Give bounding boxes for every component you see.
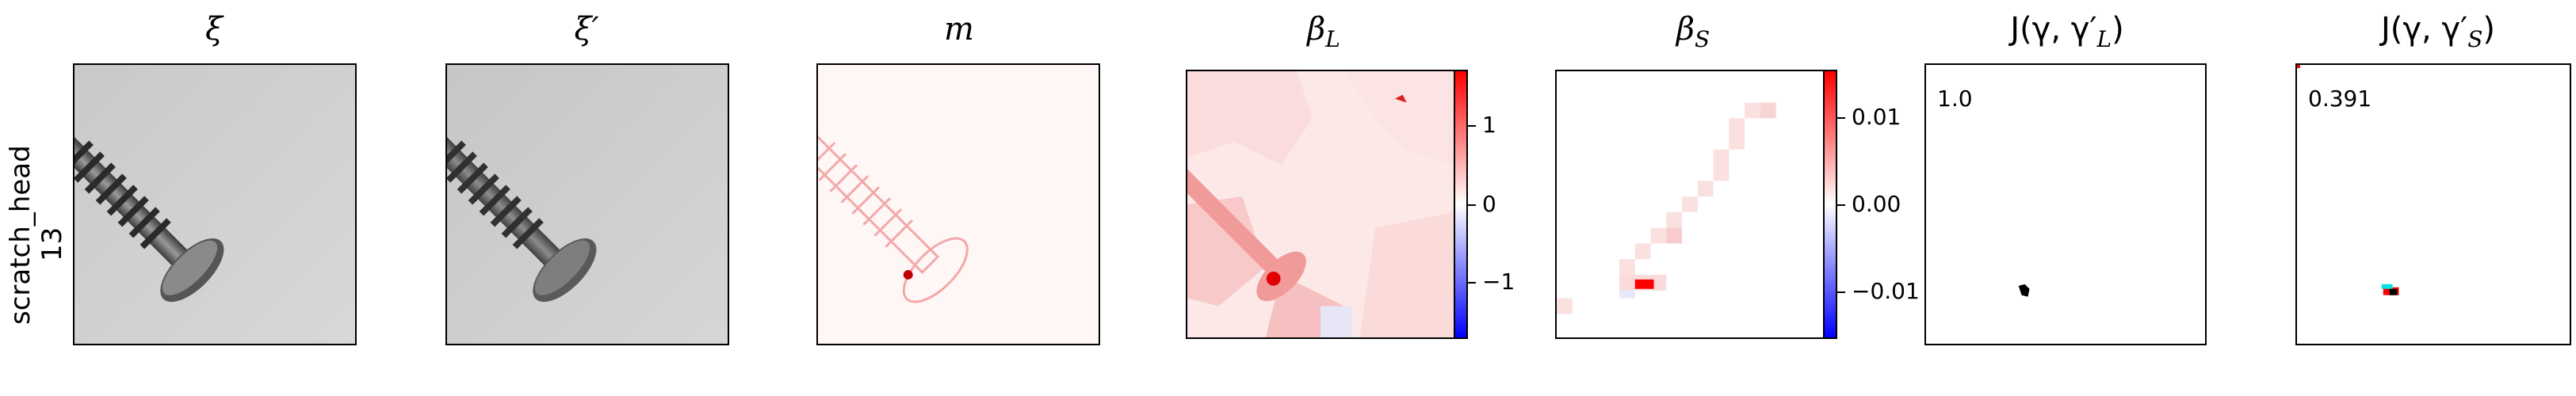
panel-title-beta-l: βL [1189,11,1458,52]
panel-title-beta-s-sub: S [1694,26,1710,52]
panel-title-jaccard-s-sub: S [2467,26,2483,52]
screw-counterfactual-image [447,65,728,344]
beta-s-colorbar [1823,70,1837,339]
panel-title-jaccard-l: J(γ, γ′L) [1924,11,2210,52]
beta-s-tick-pos [1837,117,1845,119]
beta-s-tick-label-neg: −0.01 [1852,278,1920,304]
panel-title-jaccard-l-sub: L [2096,26,2112,52]
screw-image [75,65,355,344]
jaccard-s-value: 0.391 [2308,86,2372,112]
panel-title-jaccard-s: J(γ, γ′S) [2295,11,2576,52]
panel-title-xi-text: ξ [204,11,224,48]
mask-panel [816,63,1100,345]
counterfactual-image-panel [445,63,729,345]
beta-l-tick-label-1: 1 [1482,112,1496,138]
panel-title-jaccard-l-suffix: ) [2112,11,2124,48]
beta-s-tick-label-zero: 0.00 [1852,191,1901,217]
beta-s-heatmap [1557,71,1823,337]
panel-title-jaccard-s-text: J(γ, γ′ [2380,11,2468,48]
beta-l-colorbar [1454,70,1468,339]
jaccard-s-overlay [2297,65,2570,344]
panel-title-m: m [816,11,1102,48]
panel-title-beta-l-sub: L [1325,26,1340,52]
difference-mask-image [818,65,1099,344]
beta-l-tick-label-neg1: −1 [1482,268,1515,295]
panel-title-beta-s-text: β [1676,11,1695,48]
panel-title-beta-s: βS [1558,11,1828,52]
panel-title-xi-prime-text: ξ′ [574,11,599,48]
beta-l-tick-1 [1468,125,1476,127]
panel-title-jaccard-l-text: J(γ, γ′ [2010,11,2097,48]
panel-title-xi-prime: ξ′ [444,11,729,48]
beta-l-heatmap [1187,71,1454,337]
beta-l-tick-neg1 [1468,282,1476,284]
jaccard-s-panel: 0.391 [2295,63,2571,345]
jaccard-l-panel: 1.0 [1924,63,2207,345]
row-label-category: scratch_head [5,145,36,325]
beta-s-tick-zero [1837,204,1845,206]
beta-s-tick-label-pos: 0.01 [1852,104,1901,130]
panel-title-xi: ξ [71,11,357,48]
row-label: scratch_head 13 [0,32,70,380]
jaccard-l-overlay [1926,65,2205,344]
beta-s-tick-neg [1837,291,1845,293]
panel-title-beta-l-text: β [1307,11,1326,48]
row-label-index: 13 [36,227,68,261]
beta-l-tick-label-0: 0 [1482,191,1496,217]
beta-l-tick-0 [1468,204,1476,206]
beta-s-panel [1555,70,1825,339]
panel-title-jaccard-s-suffix: ) [2482,11,2496,48]
jaccard-l-value: 1.0 [1937,86,1973,112]
panel-title-m-text: m [944,11,974,48]
original-image-panel [73,63,357,345]
beta-l-panel [1186,70,1455,339]
